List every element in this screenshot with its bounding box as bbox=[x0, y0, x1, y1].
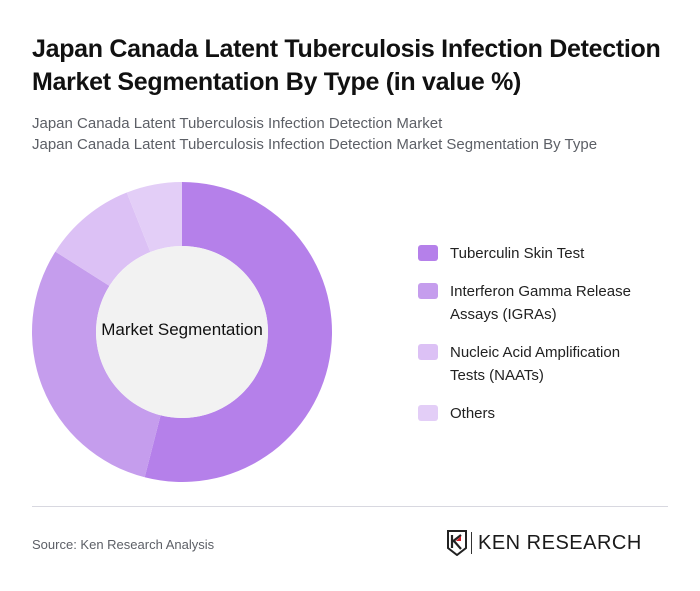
donut-slice bbox=[126, 182, 182, 253]
legend-swatch bbox=[418, 283, 438, 299]
donut-chart bbox=[32, 182, 332, 482]
legend-label: Nucleic Acid Amplification Tests (NAATs) bbox=[450, 344, 621, 384]
footer-divider bbox=[32, 506, 668, 507]
source-note: Source: Ken Research Analysis bbox=[32, 537, 215, 552]
chart-subtitle: Japan Canada Latent Tuberculosis Infecti… bbox=[32, 113, 597, 155]
donut-slice bbox=[32, 251, 161, 478]
legend-label: Others bbox=[450, 405, 496, 422]
legend-label: Tuberculin Skin Test bbox=[450, 245, 585, 262]
legend-item-others: Others bbox=[418, 402, 678, 425]
legend: Tuberculin Skin Test Interferon Gamma Re… bbox=[418, 242, 678, 440]
donut-hole bbox=[96, 246, 268, 418]
donut-svg bbox=[32, 182, 332, 482]
donut-center-label: Market Segmentation bbox=[101, 320, 263, 339]
logo-separator bbox=[471, 532, 472, 554]
legend-item-tuberculin: Tuberculin Skin Test bbox=[418, 242, 678, 265]
subtitle-line-1: Japan Canada Latent Tuberculosis Infecti… bbox=[32, 115, 443, 132]
ken-research-logo: KEN RESEARCH bbox=[447, 530, 642, 556]
legend-item-igras: Interferon Gamma Release Assays (IGRAs) bbox=[418, 280, 678, 326]
chart-title: Japan Canada Latent Tuberculosis Infecti… bbox=[32, 35, 661, 96]
legend-swatch bbox=[418, 405, 438, 421]
donut-slice bbox=[55, 192, 151, 286]
logo-text: KEN RESEARCH bbox=[478, 531, 642, 554]
legend-label: Interferon Gamma Release Assays (IGRAs) bbox=[450, 283, 631, 323]
legend-swatch bbox=[418, 245, 438, 261]
ken-shield-icon bbox=[447, 530, 467, 556]
legend-swatch bbox=[418, 344, 438, 360]
donut-slice bbox=[144, 182, 332, 482]
legend-item-naats: Nucleic Acid Amplification Tests (NAATs) bbox=[418, 341, 678, 387]
subtitle-line-2: Japan Canada Latent Tuberculosis Infecti… bbox=[32, 136, 598, 153]
